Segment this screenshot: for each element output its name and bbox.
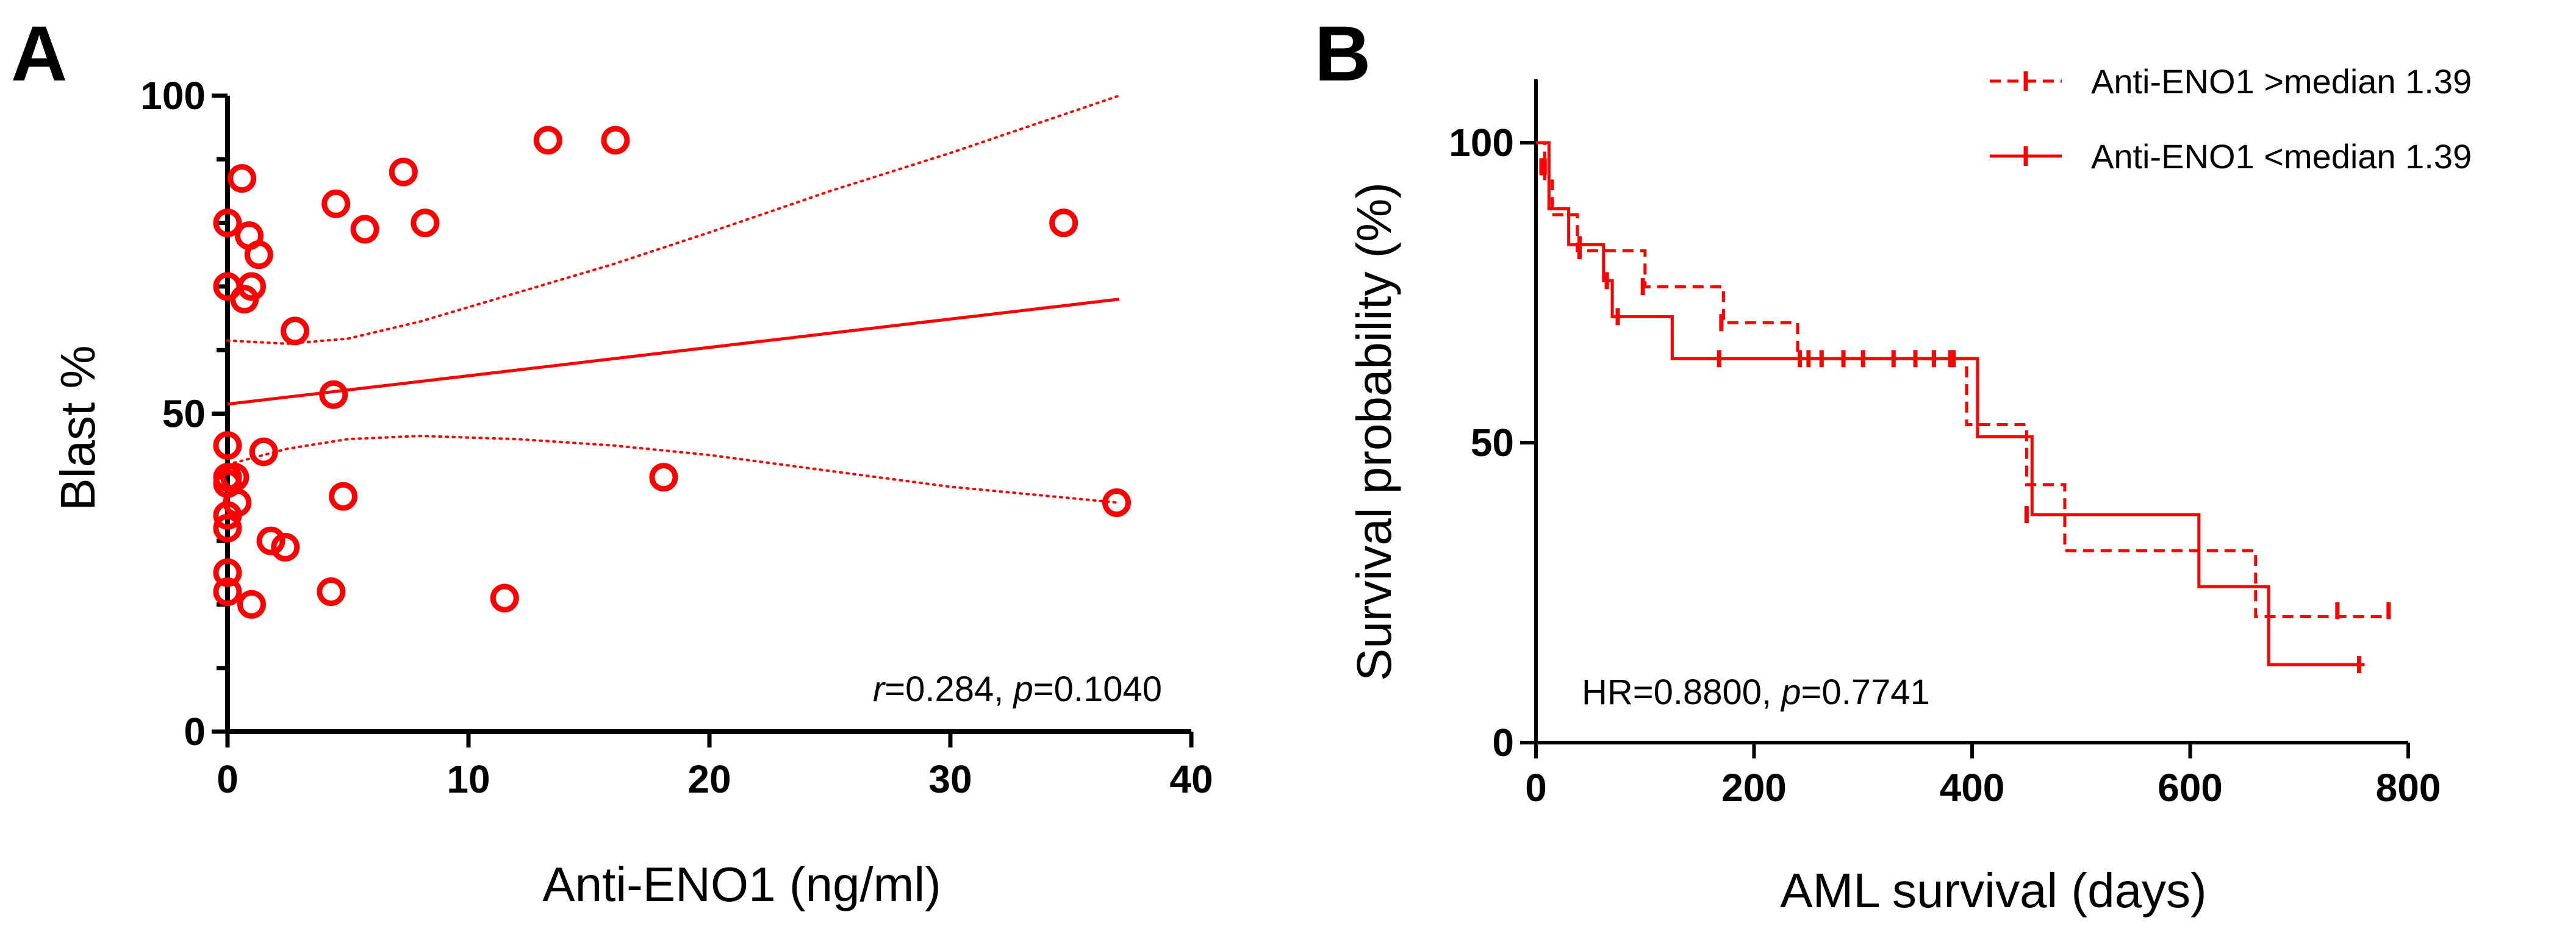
scatter-point	[389, 157, 418, 187]
panel-a-x-tick-label: 20	[687, 757, 731, 801]
panel-b-hr-text: HR=0.8800,	[1582, 672, 1781, 712]
panel-a-y-tick-label: 0	[184, 710, 206, 754]
scatter-point	[319, 380, 348, 409]
panel-a-y-axis-title: Blast %	[51, 345, 105, 510]
scatter-point	[223, 488, 252, 518]
panel-a-points	[213, 126, 1132, 619]
panel-a-r-label: r	[873, 669, 886, 709]
panel-a-x-tick-label: 10	[447, 757, 490, 801]
scatter-point	[213, 558, 242, 587]
scatter-point	[249, 437, 278, 466]
panel-a-regression	[227, 298, 1119, 406]
panel-a-axes: 0 50 100 0 10 20 30 40	[140, 74, 1213, 801]
panel-b-x-tick-label: 400	[1940, 766, 2005, 810]
scatter-point	[490, 583, 519, 613]
panel-b-stats-annotation: HR=0.8800, p=0.7741	[1582, 672, 1930, 712]
scatter-point	[329, 482, 358, 511]
scatter-point	[237, 590, 266, 619]
scatter-point	[244, 240, 273, 269]
panel-b-y-tick-label: 100	[1449, 121, 1514, 165]
scatter-point	[213, 209, 242, 238]
panel-a-x-tick-label: 40	[1169, 757, 1213, 801]
panel-a-stats-annotation: r=0.284, p=0.1040	[873, 669, 1162, 709]
legend-label-below-median: Anti-ENO1 <median 1.39	[2091, 137, 2472, 176]
panel-b-x-tick-label: 600	[2158, 766, 2223, 810]
scatter-point	[237, 272, 266, 301]
scatter-point	[213, 513, 242, 543]
panel-a-p-value: =0.1040	[1033, 669, 1162, 709]
panel-b-curves	[1536, 141, 2391, 674]
scatter-point	[321, 189, 351, 218]
panel-a-x-axis-title: Anti-ENO1 (ng/ml)	[542, 857, 941, 911]
panel-b-p-label: p	[1780, 672, 1801, 712]
panel-a-x-tick-label: 0	[217, 757, 239, 801]
panel-a-confidence-band	[226, 95, 1121, 504]
panel-b-x-axis-title: AML survival (days)	[1780, 863, 2206, 918]
scatter-point	[317, 577, 346, 607]
scatter-point	[649, 463, 678, 492]
panel-b-legend: Anti-ENO1 >median 1.39 Anti-ENO1 <median…	[1990, 62, 2472, 176]
panel-a-ci-lower	[226, 434, 1121, 504]
legend-label-above-median: Anti-ENO1 >median 1.39	[2091, 62, 2472, 101]
panel-a-r-value: =0.284,	[884, 669, 1013, 709]
legend-symbol-below-median	[1990, 146, 2062, 166]
scatter-point	[601, 126, 630, 155]
survival-curve-above-median	[1536, 141, 2389, 618]
scatter-point	[1049, 209, 1078, 238]
survival-curve-below-median	[1536, 141, 2365, 666]
panel-b-p-value: =0.7741	[1801, 672, 1930, 712]
panel-b-survival: B 0 50 100 0 200 400 600 800 AML survival (days…	[1315, 10, 2472, 918]
scatter-point	[213, 431, 242, 460]
scatter-point	[350, 215, 379, 244]
scatter-point	[411, 209, 440, 238]
scatter-point	[256, 526, 285, 555]
panel-b-y-tick-label: 50	[1471, 421, 1514, 465]
panel-b-x-tick-label: 200	[1721, 766, 1787, 810]
scatter-point	[533, 126, 562, 155]
legend-symbol-above-median	[1990, 71, 2062, 91]
panel-b-x-tick-label: 800	[2376, 766, 2441, 810]
panel-a-regression-line	[227, 298, 1119, 406]
panel-a-x-tick-label: 30	[928, 757, 972, 801]
scatter-point	[271, 533, 300, 562]
panel-a-p-label: p	[1012, 669, 1033, 709]
panel-a-y-tick-label: 100	[140, 74, 206, 118]
panel-b-axes: 0 50 100 0 200 400 600 800	[1449, 79, 2441, 810]
panel-b-y-tick-label: 0	[1492, 721, 1514, 765]
panel-b-x-tick-label: 0	[1525, 766, 1547, 810]
scatter-point	[281, 316, 310, 346]
panel-b-letter: B	[1315, 10, 1371, 98]
panel-a-scatter: A 0 50 100 0 10 20 30 40 Anti-ENO1 (ng/ml) Blas…	[11, 10, 1213, 911]
panel-b-y-axis-title: Survival probability (%)	[1347, 182, 1401, 681]
scatter-point	[228, 164, 257, 193]
scatter-point	[213, 577, 242, 607]
panel-a-letter: A	[11, 10, 67, 98]
scatter-point	[1102, 488, 1132, 518]
panel-a-y-tick-label: 50	[162, 392, 206, 436]
